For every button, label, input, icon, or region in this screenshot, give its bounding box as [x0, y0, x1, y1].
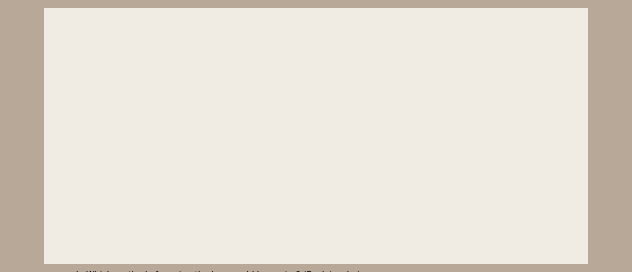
Text: b.  How much work is done if the box is lifted 1 m instead? (Show your work and : b. How much work is done if the box is l… — [73, 230, 520, 239]
Text: d.  Which method of moving the box would be easier? (Explain why): d. Which method of moving the box would … — [73, 271, 360, 272]
Text: c.  Which method of moving the box requires more work? (Explain why): c. Which method of moving the box requir… — [73, 252, 375, 261]
Text: 30.: 30. — [60, 177, 75, 186]
Text: Use the above diagram to answer the following questions: W = F x d: Use the above diagram to answer the foll… — [85, 177, 397, 186]
Polygon shape — [111, 33, 354, 169]
Text: 1 meter: 1 meter — [396, 96, 430, 105]
Text: Short Answer: Short Answer — [60, 19, 135, 29]
FancyBboxPatch shape — [436, 10, 578, 124]
Text: 354 N: 354 N — [233, 188, 257, 197]
Text: 3 meters: 3 meters — [203, 55, 231, 88]
Text: 275 N: 275 N — [245, 52, 265, 75]
Text: Write your
answers on
the back of
your
answer
sheet.: Write your answers on the back of your a… — [479, 25, 535, 109]
Bar — [190, 102, 235, 121]
Text: a.  What is the work done to slide the box? (Show your work and include the corr: a. What is the work done to slide the bo… — [73, 205, 453, 214]
